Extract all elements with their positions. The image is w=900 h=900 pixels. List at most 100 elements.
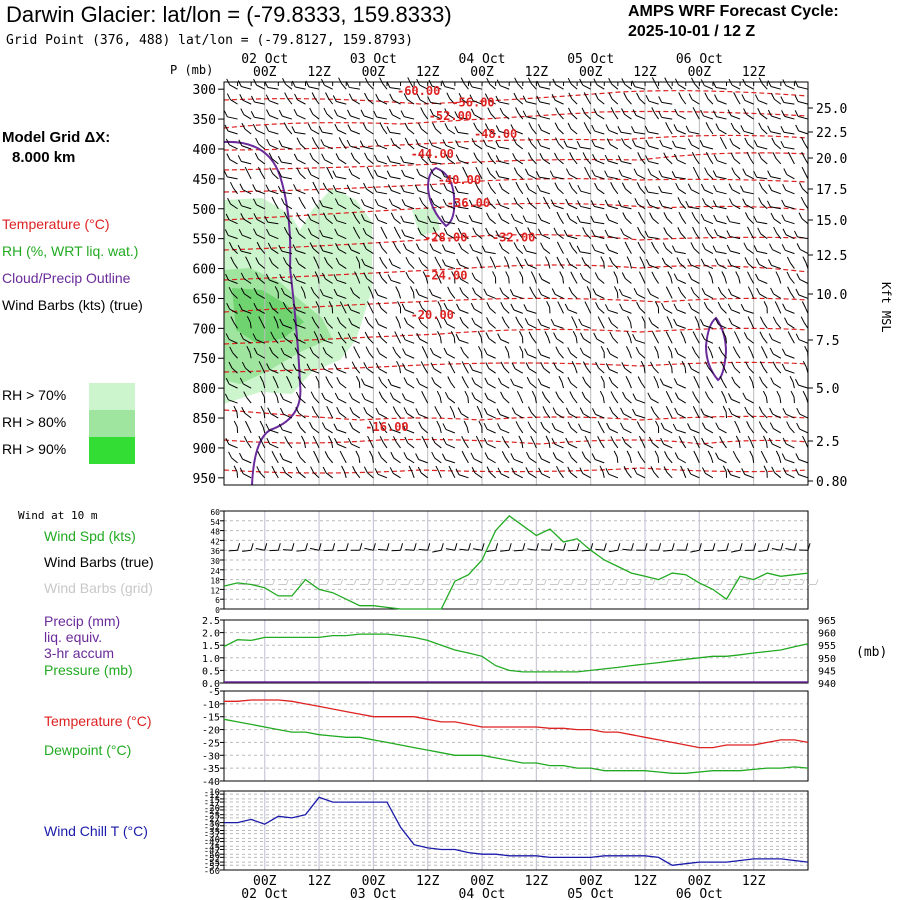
- wind-barb-grid-feather: [272, 579, 276, 585]
- wind-barb-feather: [484, 452, 489, 459]
- wind-barb: [314, 322, 320, 329]
- wind-barb-feather: [700, 109, 704, 117]
- wind-barb-feather: [495, 140, 500, 148]
- wind-barb-feather: [403, 317, 408, 324]
- wind-barb: [444, 86, 456, 90]
- wind-barb-feather: [651, 77, 656, 84]
- forecast-cycle: AMPS WRF Forecast Cycle: 2025-10-01 / 12…: [628, 2, 839, 42]
- top-hour-label: 12Z: [742, 65, 766, 80]
- wind-barb-feather: [570, 271, 575, 278]
- wind-barb: [635, 145, 646, 150]
- wind-barb: [241, 145, 252, 150]
- wind-barb-feather: [497, 333, 502, 340]
- wind-barb: [490, 158, 496, 165]
- wind-barb: [357, 277, 361, 284]
- wind-barb: [282, 429, 293, 434]
- y-tick-label: -30: [204, 820, 220, 830]
- wind-barb-feather: [339, 450, 344, 458]
- wind-barb: [432, 114, 442, 120]
- forecast-cycle-value: 2025-10-01 / 12 Z: [628, 23, 756, 40]
- wind-barb: [667, 457, 673, 464]
- wind-barb: [602, 396, 605, 404]
- wind-barb: [352, 412, 361, 419]
- wind-barb-feather: [618, 288, 623, 296]
- bottom-hour-label: 12Z: [525, 874, 549, 889]
- wind-barb-feather: [722, 465, 727, 472]
- wind-barb: [553, 176, 564, 180]
- wind-barb: [342, 456, 347, 464]
- wind-barb-true: [377, 548, 388, 551]
- wind-barb: [570, 128, 578, 135]
- wind-barb-feather: [257, 166, 262, 174]
- wind-barb-feather: [315, 375, 320, 383]
- wind-barb-feather: [704, 226, 709, 234]
- wind-barb: [555, 457, 564, 464]
- temperature-contour: [223, 264, 809, 281]
- wind-barb: [765, 396, 768, 404]
- wind-barb-feather: [722, 405, 727, 413]
- wind-barb-grid-feather: [476, 579, 479, 585]
- wind-barb-feather: [428, 139, 433, 146]
- wind-barb: [718, 428, 727, 434]
- wind-barb: [365, 233, 374, 240]
- wind-barb-feather: [515, 226, 520, 234]
- wind-barb: [731, 323, 741, 329]
- wind-barb: [586, 128, 592, 135]
- wind-barb: [247, 426, 252, 434]
- wind-barb-feather: [578, 423, 582, 430]
- wind-barb-feather: [364, 92, 368, 100]
- pressure-tick-label: 650: [193, 292, 216, 307]
- wind-barb: [798, 384, 809, 389]
- wind-barb-feather: [758, 77, 763, 84]
- wind-barb-feather: [495, 155, 500, 162]
- wind-barb: [312, 248, 320, 254]
- y-tick-label: 42: [210, 537, 220, 546]
- wind-barb-feather: [414, 214, 419, 221]
- wind-barb: [364, 398, 374, 404]
- wind-barb-feather: [311, 196, 316, 204]
- wind-10m-label: Wind at 10 m: [18, 509, 98, 522]
- wind-barb-feather: [667, 271, 672, 278]
- wind-barb-feather: [256, 241, 261, 249]
- wind-barb: [313, 292, 320, 299]
- wind-barb-feather: [273, 316, 278, 323]
- wind-barbs-grid-label: Wind Barbs (grid): [44, 580, 153, 596]
- wind-barb: [284, 293, 293, 299]
- wind-barb-feather: [486, 77, 491, 85]
- wind-barb-feather: [557, 301, 562, 308]
- wind-barb-feather: [396, 360, 401, 368]
- wind-barb-feather: [418, 152, 423, 159]
- wind-barb: [338, 204, 347, 210]
- wind-barb-feather: [321, 272, 326, 280]
- panel-bg: [224, 511, 808, 609]
- height-tick-label: 22.5: [816, 126, 847, 141]
- pressure-axis-label: P (mb): [170, 63, 213, 77]
- wind-barb-true-feather: [305, 543, 308, 551]
- y-tick-label: -40: [204, 835, 220, 845]
- wind-barb-feather: [268, 302, 273, 309]
- wind-barb-feather: [498, 213, 502, 220]
- wind-barb-feather: [483, 407, 488, 415]
- wind-barb-true: [472, 548, 483, 551]
- wind-barb-feather: [258, 316, 263, 323]
- wind-barb-feather: [767, 170, 772, 177]
- wind-barb-feather: [374, 213, 379, 221]
- wind-barb: [629, 262, 632, 269]
- wind-barb-feather: [495, 230, 500, 237]
- wind-barb: [749, 427, 755, 434]
- wind-barb-true-feather: [698, 543, 702, 551]
- wind-barb-grid-feather: [611, 579, 615, 585]
- wind-barb: [704, 293, 714, 299]
- wind-barb: [460, 278, 469, 284]
- precip-liq-label: liq. equiv.: [44, 629, 103, 645]
- wind-barb: [695, 397, 700, 404]
- wind-barb: [328, 98, 334, 105]
- wind-barb: [379, 353, 388, 359]
- wind-barb-feather: [437, 301, 442, 308]
- legend-rh70-label: RH > 70%: [2, 387, 67, 403]
- wind-barb-feather: [592, 408, 596, 415]
- wind-barb-grid-feather: [421, 579, 425, 585]
- wind-barb: [568, 443, 578, 449]
- wind-barb-feather: [538, 273, 543, 280]
- wind-barb: [274, 471, 279, 479]
